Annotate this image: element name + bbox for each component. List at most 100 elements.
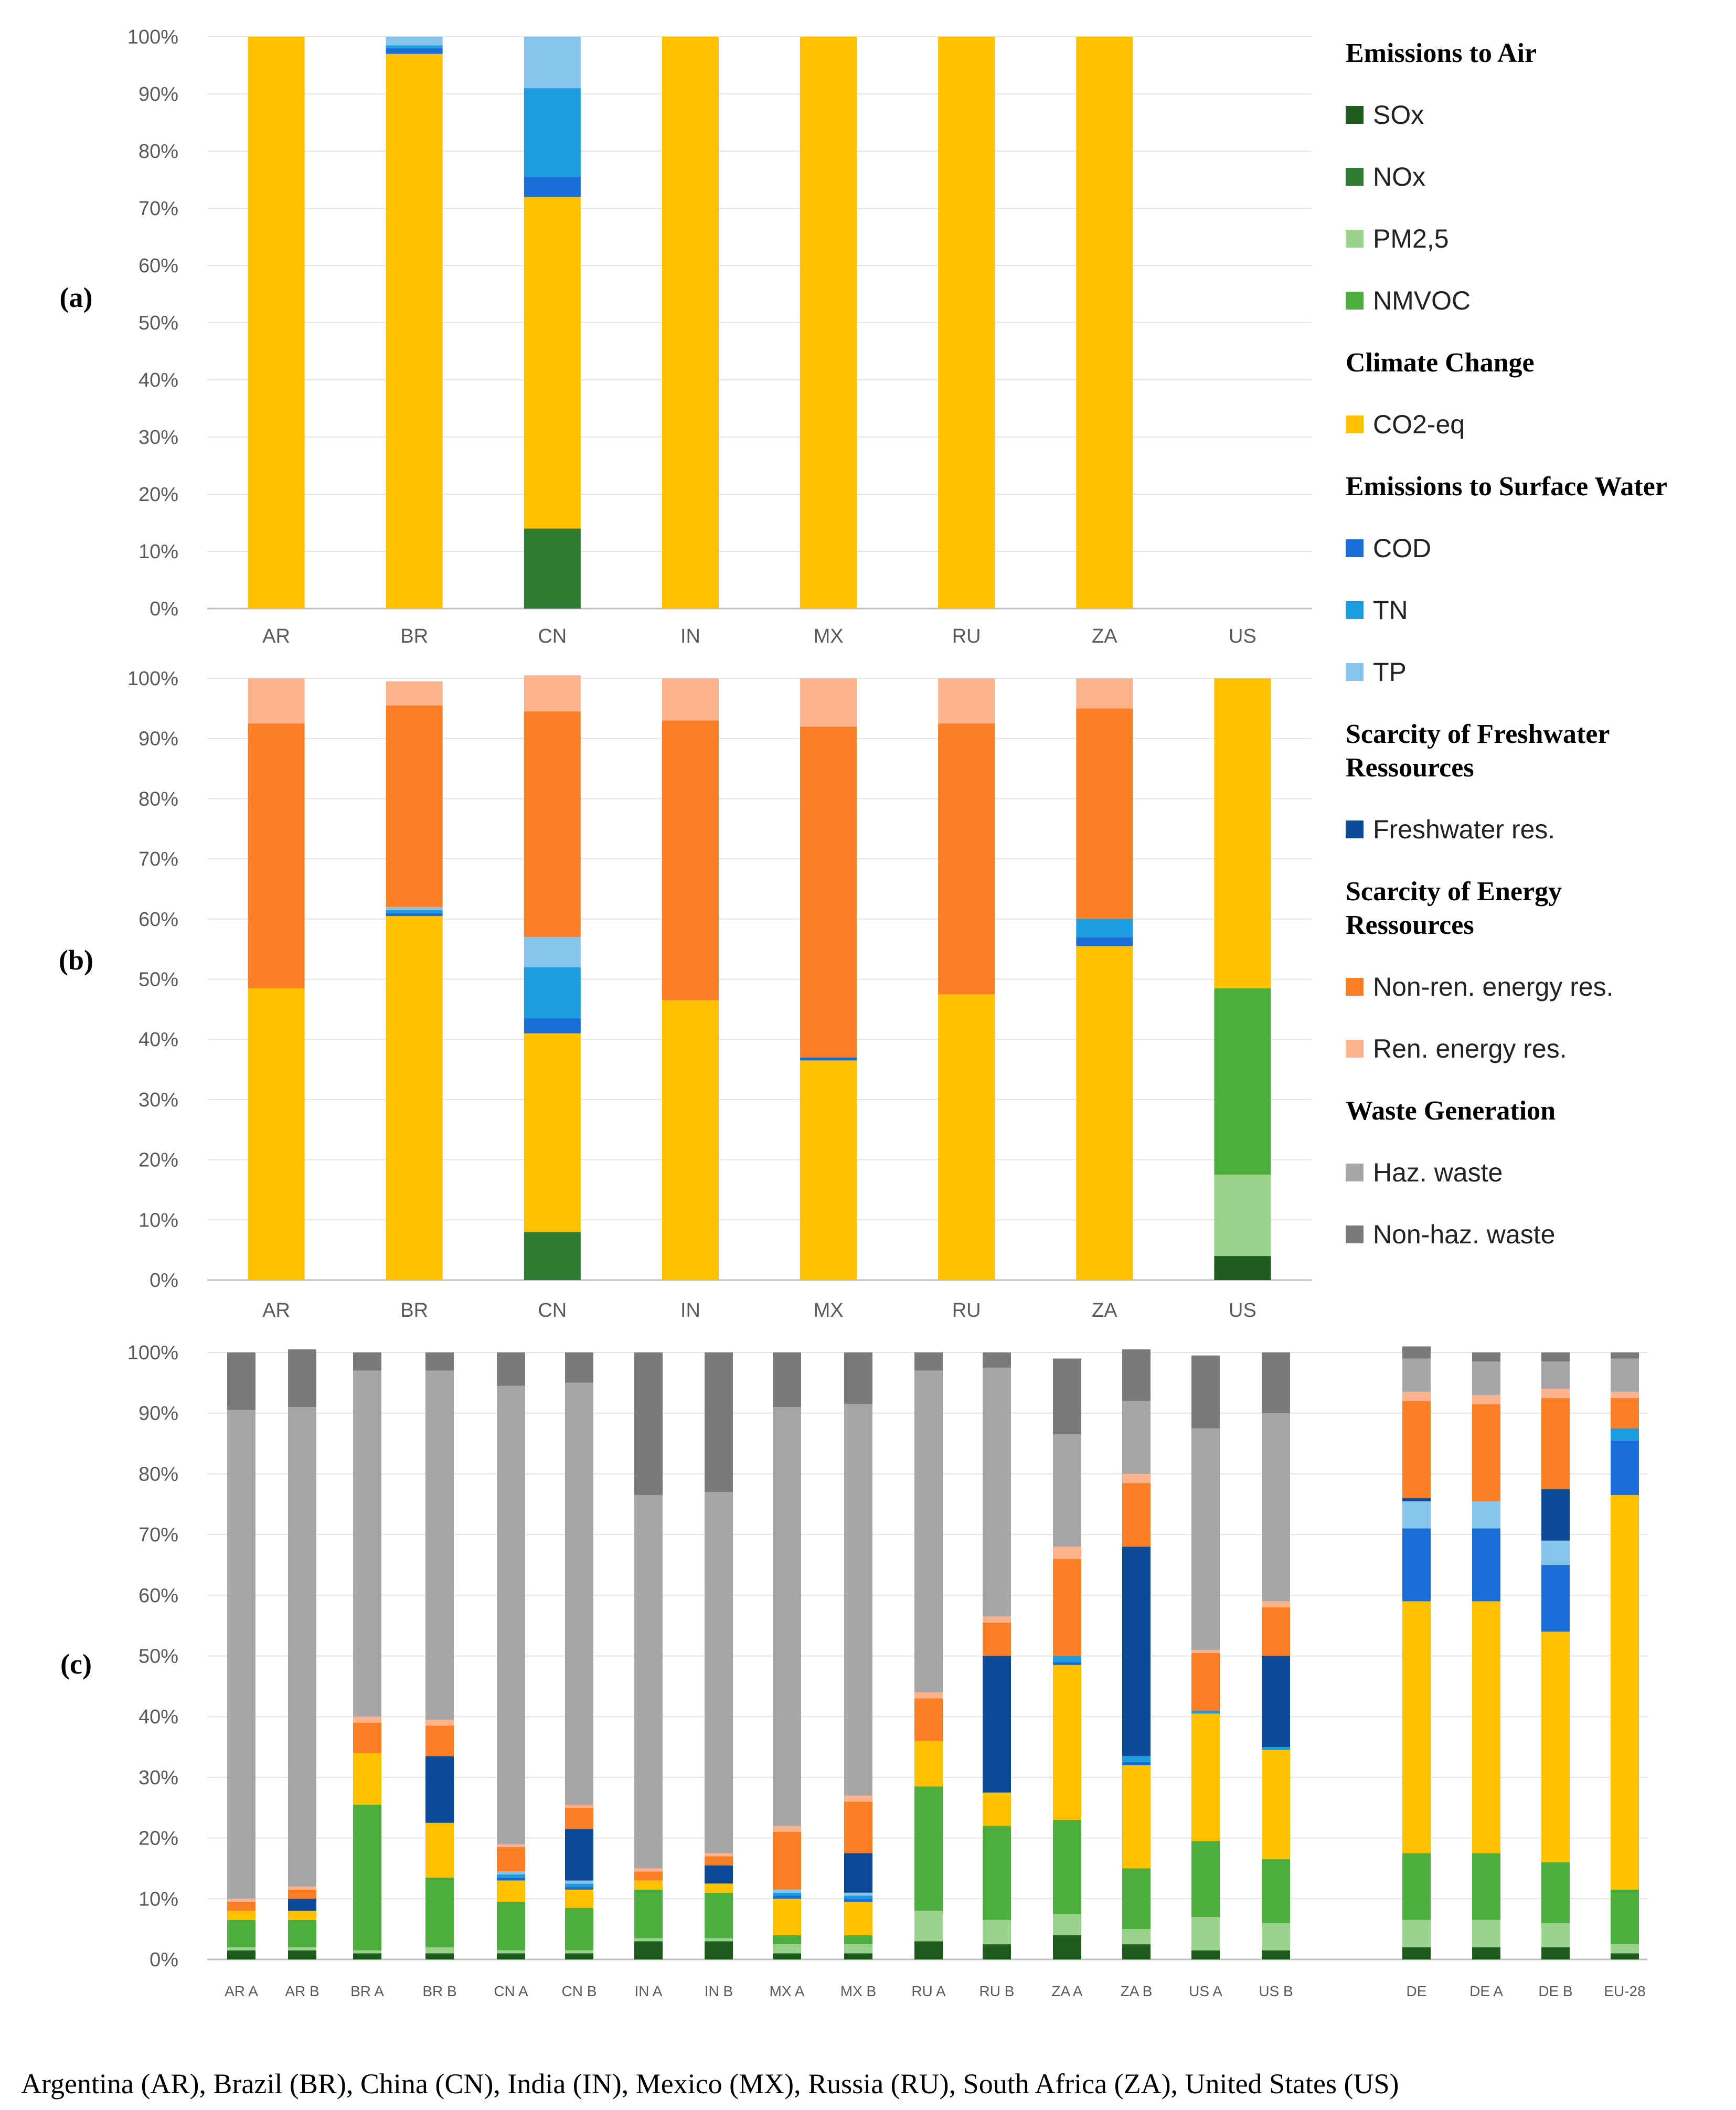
bar-mx-a-cod <box>773 1895 801 1899</box>
legend-swatch-co2-eq <box>1346 415 1364 433</box>
bar-br-co2-eq <box>386 54 443 609</box>
bar-za-b-tn <box>1122 1756 1151 1762</box>
bar-za-a-tn <box>1053 1656 1081 1663</box>
bar-in-a-pm2-5 <box>634 1938 663 1942</box>
bar-za-a-co2-eq <box>1053 1665 1081 1820</box>
bar-ru-non-ren-energy-res <box>938 723 995 995</box>
bar-cn-b-non-ren-energy-res <box>565 1807 593 1829</box>
y-tick-label: 90% <box>139 1403 178 1425</box>
bar-cn-a-haz-waste <box>497 1386 525 1845</box>
bar-cn-tp <box>524 937 581 967</box>
x-tick-label: CN <box>538 625 567 647</box>
bar-de-a-ren-energy-res <box>1472 1394 1500 1404</box>
bar-eu-28-non-ren-energy-res <box>1611 1398 1639 1429</box>
y-tick-label: 20% <box>139 1149 178 1171</box>
x-tick-label: DE <box>1407 1983 1427 1999</box>
bar-de-a-cod <box>1472 1528 1500 1602</box>
bar-de-b-co2-eq <box>1541 1632 1570 1862</box>
panel-label: (b) <box>59 944 93 976</box>
bar-cn-b-pm2-5 <box>565 1950 593 1954</box>
legend-swatch-nmvoc <box>1346 292 1364 310</box>
bar-de-non-ren-energy-res <box>1402 1401 1431 1498</box>
bar-cn-b-cod <box>565 1887 593 1890</box>
bar-br-b-non-haz-waste <box>425 1352 454 1371</box>
bar-mx-a-haz-waste <box>773 1407 801 1826</box>
bar-cn-a-ren-energy-res <box>497 1844 525 1847</box>
bar-za-b-freshwater-res <box>1122 1547 1151 1756</box>
bar-cn-b-nmvoc <box>565 1907 593 1951</box>
bar-br-a-haz-waste <box>353 1370 381 1717</box>
x-tick-label: MX A <box>770 1983 805 1999</box>
bar-de-a-nmvoc <box>1472 1853 1500 1920</box>
bar-de-sox <box>1402 1947 1431 1959</box>
bar-za-b-non-ren-energy-res <box>1122 1483 1151 1547</box>
bar-in-b-non-haz-waste <box>705 1352 733 1493</box>
bar-cn-tn <box>524 88 581 177</box>
bar-ar-b-freshwater-res <box>288 1899 316 1911</box>
bar-mx-co2-eq <box>800 1060 857 1280</box>
legend-swatch-tn <box>1346 601 1364 619</box>
y-tick-label: 100% <box>127 668 178 690</box>
bar-mx-a-sox <box>773 1953 801 1959</box>
bar-us-a-ren-energy-res <box>1191 1649 1220 1653</box>
x-tick-label: EU-28 <box>1604 1983 1645 1999</box>
bar-us-a-non-ren-energy-res <box>1191 1653 1220 1711</box>
bar-mx-b-pm2-5 <box>844 1944 872 1954</box>
bar-mx-b-non-haz-waste <box>844 1352 872 1404</box>
bar-ru-b-non-ren-energy-res <box>983 1622 1011 1656</box>
legend-swatch-haz-waste <box>1346 1164 1364 1181</box>
bar-in-a-non-haz-waste <box>634 1352 663 1495</box>
legend: Emissions to Air SOx NOx PM2,5 NMVOC Climate … <box>1346 38 1667 1249</box>
bar-in-a-nmvoc <box>634 1889 663 1938</box>
y-tick-label: 70% <box>139 1524 178 1546</box>
bar-za-b-ren-energy-res <box>1122 1474 1151 1483</box>
x-tick-label: BR A <box>350 1983 384 1999</box>
bar-cn-b-tp <box>565 1880 593 1884</box>
bar-cn-a-nmvoc <box>497 1902 525 1951</box>
bar-de-cod <box>1402 1528 1431 1602</box>
bar-in-b-haz-waste <box>705 1492 733 1853</box>
bar-ru-b-pm2-5 <box>983 1920 1011 1945</box>
bar-br-b-nmvoc <box>425 1877 454 1947</box>
legend-heading: Ressources <box>1346 910 1474 940</box>
bar-br-a-pm2-5 <box>353 1950 381 1954</box>
bar-ru-b-non-haz-waste <box>983 1352 1011 1368</box>
y-tick-label: 20% <box>139 484 178 506</box>
bar-eu-28-pm2-5 <box>1611 1944 1639 1954</box>
y-tick-label: 10% <box>139 541 178 563</box>
legend-item-tn: TN <box>1373 595 1408 625</box>
x-tick-label: DE B <box>1538 1983 1572 1999</box>
bar-us-b-freshwater-res <box>1262 1656 1290 1747</box>
bar-de-tp <box>1402 1501 1431 1529</box>
bar-za-a-pm2-5 <box>1053 1914 1081 1935</box>
y-tick-label: 40% <box>139 1706 178 1728</box>
bar-mx-a-tp <box>773 1889 801 1893</box>
bar-mx-non-ren-energy-res <box>800 726 857 1058</box>
bar-br-a-sox <box>353 1953 381 1959</box>
y-tick-label: 80% <box>139 141 178 163</box>
bar-ar-non-ren-energy-res <box>248 723 305 988</box>
bar-mx-co2-eq <box>800 37 857 609</box>
bar-us-b-co2-eq <box>1262 1750 1290 1860</box>
bar-br-a-co2-eq <box>353 1753 381 1805</box>
bar-br-cod <box>386 48 443 54</box>
bar-mx-b-tn <box>844 1895 872 1899</box>
bar-mx-b-tp <box>844 1892 872 1896</box>
bar-mx-a-pm2-5 <box>773 1944 801 1954</box>
x-tick-label: RU <box>952 625 981 647</box>
bar-br-b-haz-waste <box>425 1370 454 1720</box>
bar-eu-28-haz-waste <box>1611 1358 1639 1392</box>
x-tick-label: ZA <box>1092 625 1117 647</box>
bar-br-a-non-haz-waste <box>353 1352 381 1371</box>
bar-de-haz-waste <box>1402 1358 1431 1392</box>
bar-cn-cod <box>524 177 581 197</box>
x-tick-label: ZA A <box>1051 1983 1082 1999</box>
panel-c: (c) 0% 10% 20% 30% 40% 50% 60% 70% 80% 90% 100% AR A… <box>60 1342 1647 1999</box>
bar-us-b-pm2-5 <box>1262 1923 1290 1951</box>
bar-ar-ren-energy-res <box>248 678 305 724</box>
bar-cn-a-cod <box>497 1877 525 1881</box>
bar-de-b-haz-waste <box>1541 1361 1570 1389</box>
y-tick-label: 70% <box>139 198 178 220</box>
legend-item-co2-eq: CO2-eq <box>1373 410 1465 439</box>
legend-swatch-freshwater-res <box>1346 820 1364 838</box>
